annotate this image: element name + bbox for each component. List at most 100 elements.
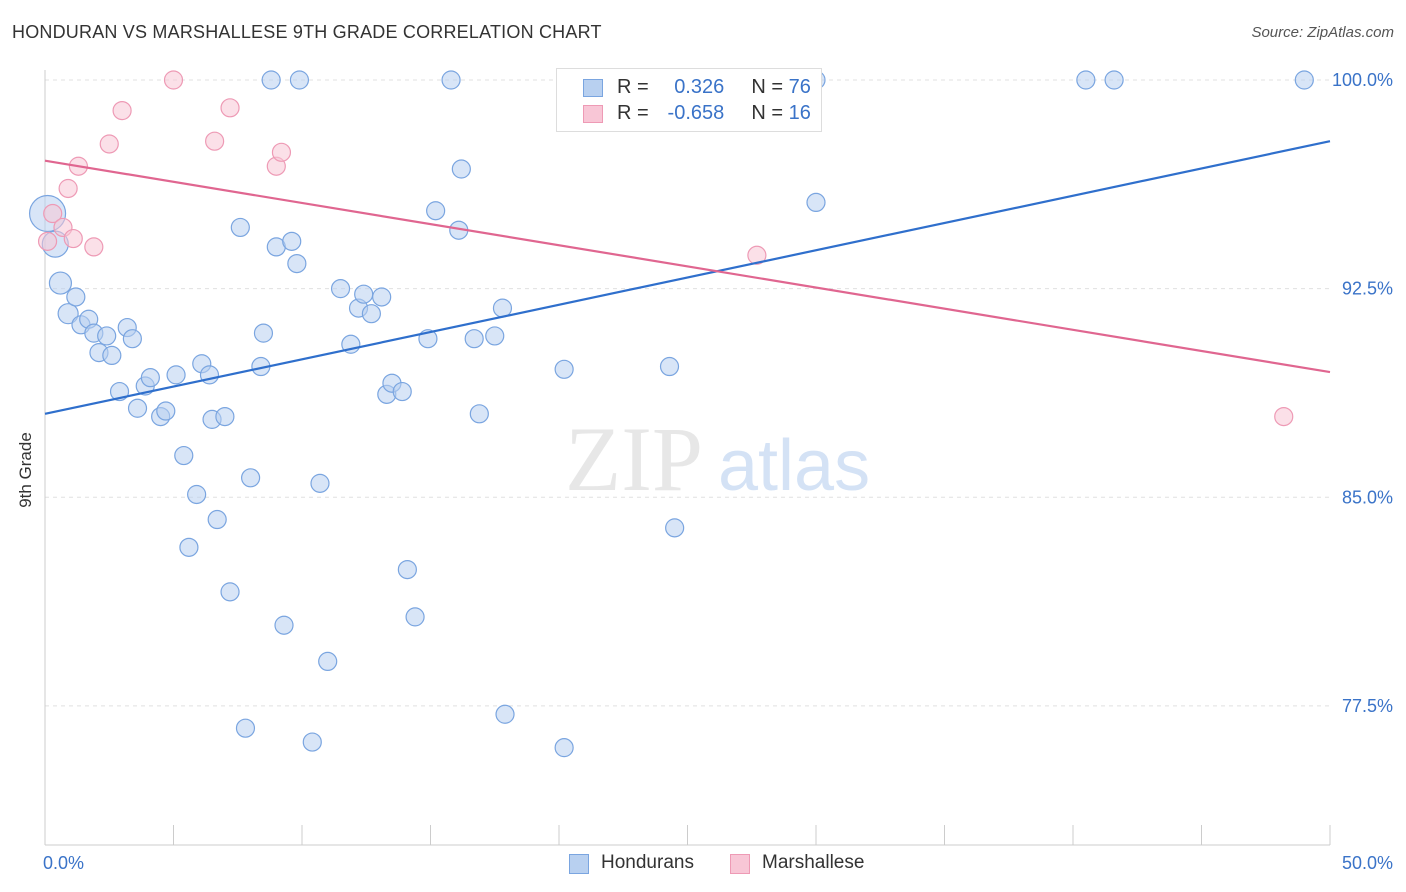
watermark-zip: ZIP: [565, 408, 703, 510]
point-marshallese: [37, 231, 58, 251]
point-hondurans: [261, 70, 281, 90]
point-hondurans: [302, 732, 322, 752]
point-hondurans: [806, 192, 826, 212]
r-value: -0.658: [667, 102, 725, 124]
point-marshallese: [271, 142, 292, 162]
point-hondurans: [451, 159, 471, 179]
point-hondurans: [235, 718, 256, 738]
tick-labels: 100.0% 92.5% 85.0% 77.5% 0.0% 50.0%: [43, 70, 1393, 873]
r-label: R =: [617, 76, 649, 98]
pink-swatch: [583, 105, 603, 123]
point-marshallese: [205, 131, 225, 151]
point-marshallese: [99, 134, 119, 154]
point-marshallese: [84, 237, 104, 257]
x-tick-label: 50.0%: [1342, 853, 1393, 873]
y-axis-label-wrap: 9th Grade: [6, 420, 46, 520]
point-marshallese: [58, 178, 78, 199]
n-value: 76: [788, 76, 811, 98]
point-hondurans: [220, 582, 240, 602]
watermark-atlas: atlas: [718, 426, 870, 506]
n-label: N =: [751, 102, 784, 124]
blue-swatch: [569, 854, 589, 874]
point-hondurans: [230, 217, 250, 238]
point-marshallese: [163, 70, 184, 90]
chart-title: HONDURAN VS MARSHALLESE 9TH GRADE CORREL…: [12, 22, 602, 42]
point-marshallese: [63, 228, 83, 249]
point-hondurans: [166, 365, 186, 385]
y-tick-label: 100.0%: [1332, 70, 1393, 90]
point-hondurans: [287, 254, 307, 274]
y-tick-label: 85.0%: [1342, 487, 1393, 507]
point-hondurans: [156, 401, 176, 421]
axes: [44, 70, 1331, 846]
point-hondurans: [241, 468, 261, 488]
legend-label: Marshallese: [762, 852, 865, 873]
point-marshallese: [43, 203, 63, 224]
y-tick-label: 92.5%: [1342, 279, 1393, 299]
blue-swatch: [583, 79, 603, 97]
point-hondurans: [330, 279, 351, 299]
stats-row-hondurans: R = 0.326 N = 76: [557, 76, 821, 102]
point-hondurans: [469, 404, 489, 424]
watermark: ZIP atlas: [565, 408, 870, 510]
n-label: N =: [751, 76, 784, 98]
point-marshallese: [112, 100, 132, 121]
point-hondurans: [48, 271, 73, 295]
point-hondurans: [485, 326, 505, 346]
n-value: 16: [788, 102, 811, 124]
gridlines: [45, 79, 1330, 707]
point-hondurans: [361, 304, 381, 324]
point-hondurans: [122, 329, 142, 349]
point-hondurans: [179, 537, 199, 557]
stats-text: R = -0.658 N = 16: [617, 102, 811, 125]
x-tick-label: 0.0%: [43, 853, 84, 873]
point-hondurans: [392, 381, 412, 402]
trend-lines: [44, 140, 1331, 415]
stats-legend: R = 0.326 N = 76 R = -0.658 N = 16: [556, 68, 822, 132]
point-hondurans: [441, 70, 461, 90]
point-hondurans: [426, 201, 446, 221]
point-hondurans: [207, 509, 227, 530]
point-hondurans: [405, 607, 425, 627]
point-hondurans: [57, 303, 79, 325]
point-hondurans: [397, 559, 417, 580]
point-hondurans: [1076, 70, 1096, 90]
point-hondurans: [215, 407, 235, 427]
r-value: 0.326: [674, 76, 725, 98]
point-hondurans: [495, 704, 515, 724]
stats-row-marshallese: R = -0.658 N = 16: [557, 102, 821, 128]
legend-label: Hondurans: [601, 852, 694, 873]
point-hondurans: [464, 329, 484, 349]
point-hondurans: [289, 70, 310, 90]
series-legend: Hondurans Marshallese: [0, 852, 1406, 878]
point-hondurans: [1294, 70, 1314, 90]
trend-line-marshallese: [44, 159, 1331, 374]
point-hondurans: [554, 359, 574, 379]
point-hondurans: [102, 345, 122, 365]
point-hondurans: [140, 368, 160, 388]
point-marshallese: [1274, 407, 1294, 427]
point-hondurans: [659, 356, 680, 377]
point-hondurans: [187, 484, 207, 505]
point-hondurans: [1104, 70, 1124, 90]
point-hondurans: [665, 518, 685, 538]
point-hondurans: [97, 326, 117, 346]
r-label: R =: [617, 102, 649, 124]
point-hondurans: [354, 284, 374, 304]
point-hondurans: [282, 231, 302, 251]
point-marshallese: [220, 98, 240, 118]
y-tick-label: 77.5%: [1342, 696, 1393, 716]
source-label: Source: ZipAtlas.com: [1251, 24, 1394, 41]
point-hondurans: [174, 445, 194, 466]
point-hondurans: [66, 287, 86, 307]
pink-swatch: [730, 854, 750, 874]
point-marshallese: [747, 245, 767, 265]
point-hondurans: [310, 473, 330, 493]
point-hondurans: [554, 738, 574, 758]
point-hondurans: [127, 398, 148, 418]
point-hondurans: [274, 615, 294, 635]
point-hondurans: [318, 651, 338, 672]
point-hondurans: [253, 323, 274, 343]
stats-text: R = 0.326 N = 76: [617, 76, 811, 99]
